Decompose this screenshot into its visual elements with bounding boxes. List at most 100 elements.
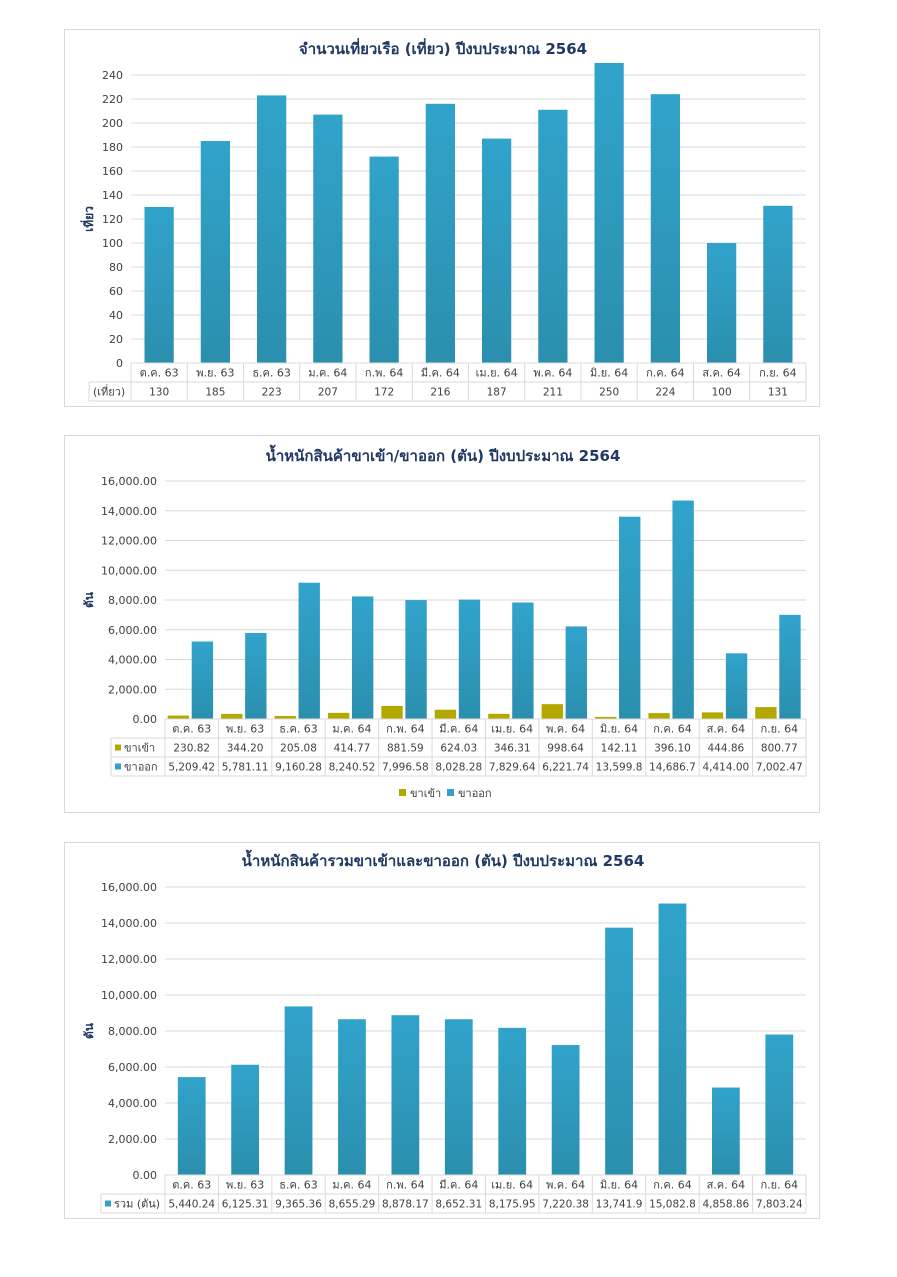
bar	[434, 709, 457, 719]
bar	[167, 715, 190, 719]
legend-key	[115, 763, 121, 770]
data-label: 5,781.11	[222, 762, 269, 774]
data-label: 142.11	[601, 743, 638, 755]
data-label: 7,803.24	[756, 1199, 803, 1211]
bar	[648, 713, 670, 719]
bar	[274, 715, 296, 719]
x-category-label: ก.ค. 64	[653, 1179, 692, 1192]
chart-title: จำนวนเที่ยวเรือ (เที่ยว) ปีงบประมาณ 2564	[299, 38, 587, 58]
x-category-label: ส.ค. 64	[707, 1179, 746, 1192]
data-label: 8,028.28	[435, 762, 482, 774]
data-label: 8,878.17	[382, 1199, 429, 1211]
data-label: 624.03	[440, 743, 477, 755]
chart-title: น้ำหนักสินค้ารวมขาเข้าและขาออก (ตัน) ปีง…	[242, 849, 645, 870]
data-label: 8,652.31	[435, 1199, 482, 1211]
y-axis-label: ตัน	[82, 1022, 96, 1039]
y-tick-label: 160	[102, 165, 123, 178]
bar	[327, 712, 350, 719]
series-row-label: รวม (ตัน)	[114, 1198, 160, 1211]
data-label: 205.08	[280, 743, 317, 755]
bar	[144, 207, 174, 363]
y-tick-label: 16,000.00	[101, 475, 157, 488]
x-category-label: ม.ค. 64	[332, 1179, 371, 1192]
y-tick-label: 240	[102, 69, 123, 82]
y-tick-label: 10,000.00	[101, 564, 157, 577]
y-tick-label: 220	[102, 93, 123, 106]
data-label: 881.59	[387, 743, 424, 755]
bar	[498, 1027, 527, 1175]
y-tick-label: 0	[116, 357, 123, 370]
y-tick-label: 2,000.00	[108, 1133, 157, 1146]
bar	[765, 1034, 794, 1175]
data-label: 14,686.7	[649, 762, 696, 774]
data-label: 7,220.38	[542, 1199, 589, 1211]
legend-key	[399, 789, 406, 796]
x-category-label: ก.พ. 64	[386, 723, 424, 736]
bar	[425, 103, 455, 364]
bar	[231, 1064, 260, 1175]
data-label: 4,858.86	[702, 1199, 749, 1211]
series-row-label: ขาออก	[124, 761, 158, 774]
x-category-label: มี.ค. 64	[439, 723, 478, 736]
bar	[488, 713, 510, 719]
chart-total: น้ำหนักสินค้ารวมขาเข้าและขาออก (ตัน) ปีง…	[82, 849, 807, 1214]
y-tick-label: 60	[109, 285, 123, 298]
bar	[763, 205, 793, 363]
legend-key	[105, 1200, 111, 1207]
bar	[405, 600, 427, 719]
bar	[605, 927, 633, 1175]
bar	[284, 1006, 313, 1175]
x-category-label: ก.ค. 64	[646, 367, 685, 380]
y-tick-label: 16,000.00	[101, 881, 157, 894]
legend-key	[447, 789, 454, 796]
x-category-label: มิ.ย. 64	[600, 1179, 638, 1192]
data-label: 800.77	[761, 743, 798, 755]
y-tick-label: 80	[109, 261, 123, 274]
y-tick-label: 8,000.00	[108, 1025, 157, 1038]
series-row-label: ขาเข้า	[124, 742, 155, 755]
x-category-label: ก.ย. 64	[759, 367, 797, 380]
x-category-label: ก.ย. 64	[760, 1179, 798, 1192]
x-category-label: ต.ค. 63	[140, 367, 179, 380]
data-label: 172	[374, 387, 394, 399]
data-label: 131	[768, 387, 788, 399]
chart-import-export: น้ำหนักสินค้าขาเข้า/ขาออก (ตัน) ปีงบประม…	[82, 444, 807, 800]
x-category-label: มี.ค. 64	[439, 1179, 478, 1192]
x-category-label: มิ.ย. 64	[600, 723, 638, 736]
data-label: 130	[149, 387, 169, 399]
data-label: 9,365.36	[275, 1199, 322, 1211]
data-label: 216	[430, 387, 450, 399]
bar	[482, 138, 512, 363]
data-label: 185	[205, 387, 225, 399]
data-label: 15,082.8	[649, 1199, 696, 1211]
bar	[594, 63, 624, 363]
bar	[458, 599, 481, 719]
data-label: 6,221.74	[542, 762, 589, 774]
bar	[221, 713, 243, 719]
chart-panel-total: น้ำหนักสินค้ารวมขาเข้าและขาออก (ตัน) ปีง…	[64, 842, 820, 1219]
bar	[565, 626, 587, 719]
data-label: 7,996.58	[382, 762, 429, 774]
y-tick-label: 100	[102, 237, 123, 250]
data-label: 250	[599, 387, 619, 399]
x-category-label: ส.ค. 64	[707, 723, 746, 736]
x-category-label: ม.ค. 64	[332, 723, 371, 736]
bar	[369, 156, 399, 363]
data-label: 13,741.9	[596, 1199, 643, 1211]
bar	[779, 614, 801, 719]
x-category-label: ก.พ. 64	[365, 367, 403, 380]
data-label: 230.82	[173, 743, 210, 755]
chart-panel-import-export: น้ำหนักสินค้าขาเข้า/ขาออก (ตัน) ปีงบประม…	[64, 435, 820, 813]
data-label: 414.77	[334, 743, 371, 755]
x-category-label: ธ.ค. 63	[279, 723, 318, 736]
x-category-label: พ.ย. 63	[226, 723, 264, 736]
bar	[725, 653, 748, 719]
data-label: 187	[487, 387, 507, 399]
data-label: 346.31	[494, 743, 531, 755]
y-axis-label: ตัน	[82, 591, 96, 608]
y-tick-label: 180	[102, 141, 123, 154]
y-tick-label: 12,000.00	[101, 535, 157, 548]
x-category-label: ธ.ค. 63	[252, 367, 291, 380]
data-label: 9,160.28	[275, 762, 322, 774]
bar	[191, 641, 214, 719]
